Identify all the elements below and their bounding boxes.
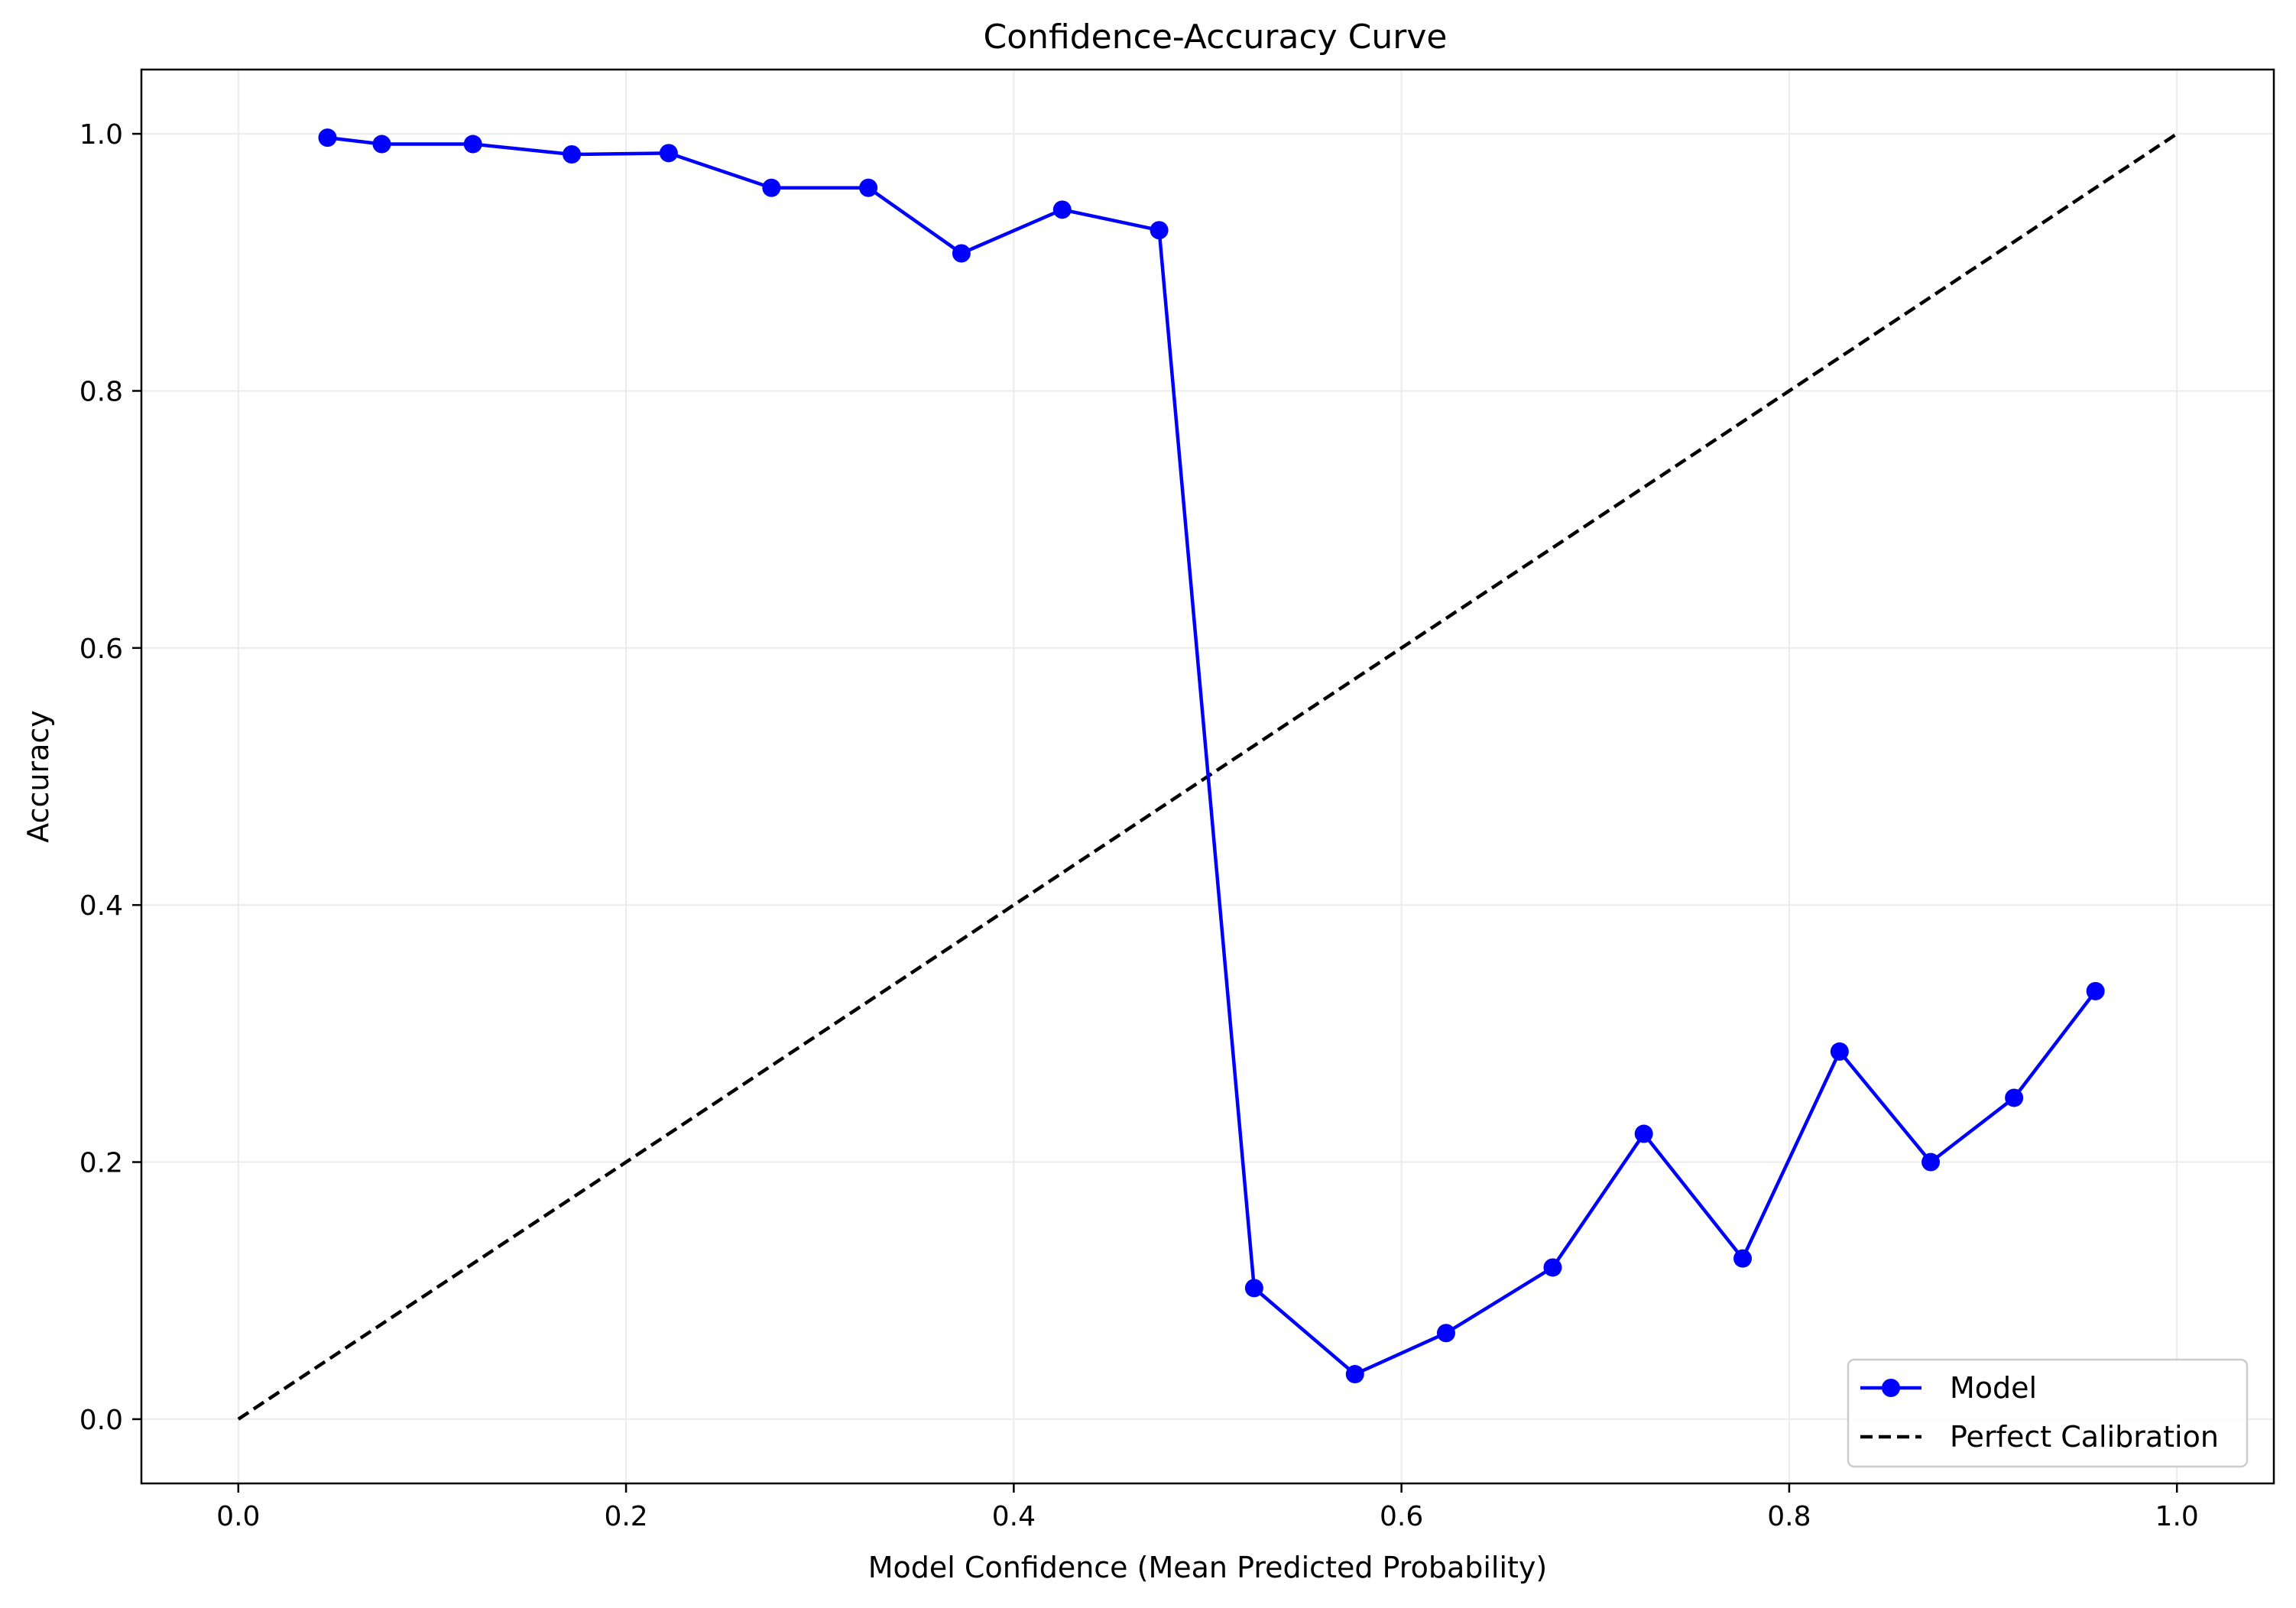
y-tick-label: 1.0 <box>79 119 123 151</box>
model-data-point <box>463 135 482 154</box>
x-tick-label: 0.4 <box>992 1501 1036 1532</box>
chart-title: Confidence-Accuracy Curve <box>984 18 1448 57</box>
model-data-point <box>1830 1042 1849 1061</box>
model-data-point <box>1244 1279 1263 1298</box>
legend-calibration-label: Perfect Calibration <box>1950 1420 2219 1454</box>
model-data-point <box>1150 221 1169 240</box>
legend-model-label: Model <box>1950 1371 2037 1405</box>
y-tick-label: 0.0 <box>79 1405 123 1436</box>
legend-box <box>1847 1358 2249 1468</box>
y-tick-label: 0.8 <box>79 376 123 407</box>
model-series-line <box>327 135 2097 1376</box>
model-data-point <box>762 178 781 197</box>
model-data-point <box>1543 1258 1562 1277</box>
series-layer <box>237 128 2178 1421</box>
x-tick-label: 1.0 <box>2155 1501 2199 1532</box>
legend-model-marker <box>1882 1379 1900 1397</box>
y-axis-label: Accuracy <box>21 710 55 843</box>
model-data-point <box>859 178 878 197</box>
x-tick-label: 0.6 <box>1380 1501 1423 1532</box>
x-axis-label: Model Confidence (Mean Predicted Probabi… <box>868 1551 1548 1584</box>
tick-layer: 0.0 0.2 0.4 0.6 0.8 1.0 0.0 0.2 0.4 0.6 0.8 1.0 <box>79 119 2199 1532</box>
model-data-point <box>2086 981 2105 1000</box>
model-data-point <box>1052 200 1072 219</box>
model-data-point <box>1733 1249 1753 1268</box>
y-tick-label: 0.6 <box>79 634 123 665</box>
model-data-point <box>1345 1365 1364 1384</box>
model-data-point <box>1436 1324 1455 1343</box>
model-data-point <box>372 135 391 154</box>
model-data-point <box>2005 1088 2024 1107</box>
y-tick-label: 0.2 <box>79 1148 123 1179</box>
y-tick-label: 0.4 <box>79 890 123 922</box>
model-data-point <box>659 144 678 163</box>
plot-frame <box>140 68 2275 1485</box>
model-data-point <box>563 145 582 164</box>
legend: Model Perfect Calibration <box>1847 1358 2249 1468</box>
x-tick-label: 0.2 <box>604 1501 647 1532</box>
model-data-point <box>952 244 971 263</box>
model-data-point <box>1921 1153 1941 1172</box>
x-tick-label: 0.8 <box>1767 1501 1811 1532</box>
x-tick-label: 0.0 <box>216 1501 260 1532</box>
model-data-point <box>318 128 337 148</box>
model-data-point <box>1634 1124 1653 1143</box>
grid-layer <box>141 70 2274 1483</box>
